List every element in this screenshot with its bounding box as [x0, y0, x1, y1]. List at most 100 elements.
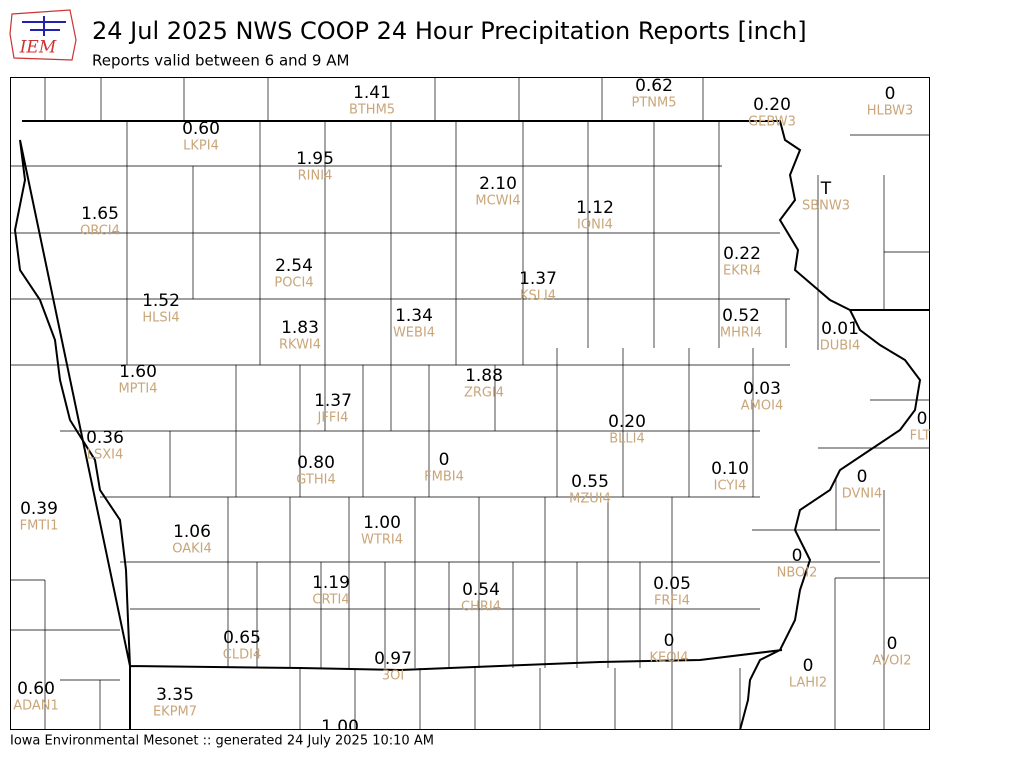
station-id: GTHI4	[296, 473, 335, 488]
station-id: BLLI4	[609, 432, 645, 447]
station-id: CLDI4	[223, 648, 261, 663]
station-id: FMTI1	[20, 519, 59, 534]
subtitle: Reports valid between 6 and 9 AM	[92, 52, 349, 70]
station-id: DUBI4	[820, 339, 861, 354]
station-id: DVNI4	[842, 487, 883, 502]
station-id: IONI4	[577, 218, 613, 233]
station-id: HLSI4	[142, 311, 179, 326]
station-id: WEBI4	[393, 326, 435, 341]
station-value: 0.22	[723, 244, 761, 264]
station-id: RINI4	[298, 169, 333, 184]
station-value: 0.10	[711, 459, 749, 479]
station-value: 3.35	[156, 685, 194, 705]
station-id: KSLI4	[520, 289, 556, 304]
station-id: MPTI4	[118, 382, 157, 397]
station-value: 0.80	[297, 453, 335, 473]
station-value: 0.20	[608, 412, 646, 432]
station-value: 2.10	[479, 174, 517, 194]
station-value: 0	[917, 409, 928, 429]
station-value: 0.03	[743, 379, 781, 399]
station-value: 0.62	[635, 76, 673, 96]
station-id: JFFI4	[317, 411, 349, 426]
station-id: LSXI4	[87, 448, 124, 463]
county-lines	[10, 77, 930, 730]
station-id: LAHI2	[789, 676, 827, 691]
station-value: 1.00	[321, 717, 359, 737]
station-value: 1.37	[314, 391, 352, 411]
state-border	[13, 120, 930, 730]
station-id: MHRI4	[720, 326, 762, 341]
station-id: CRTI4	[312, 593, 349, 608]
station-value: 1.19	[312, 573, 350, 593]
station-id: HLBW3	[867, 104, 914, 119]
station-value: 1.52	[142, 291, 180, 311]
station-id: PTNM5	[632, 96, 677, 111]
station-value: 2.54	[275, 256, 313, 276]
station-value: 0	[887, 634, 898, 654]
station-id: LKPI4	[183, 139, 219, 154]
title: 24 Jul 2025 NWS COOP 24 Hour Precipitati…	[92, 17, 807, 45]
logo: IEM	[9, 9, 77, 61]
station-id: FRFI4	[654, 594, 690, 609]
station-value: 0.60	[182, 119, 220, 139]
station-value: 0.97	[374, 649, 412, 669]
station-id: ICYI4	[714, 479, 747, 494]
station-id: MZUI4	[569, 492, 611, 507]
station-value: 0	[664, 631, 675, 651]
station-value: 0.52	[722, 306, 760, 326]
station-value: 1.41	[353, 83, 391, 103]
station-id: KEOI4	[649, 651, 688, 666]
station-id: AVOI2	[872, 654, 911, 669]
station-value: 0	[803, 656, 814, 676]
station-id: ZRGI4	[464, 386, 504, 401]
station-id: MCWI4	[475, 194, 520, 209]
station-id: EKRI4	[723, 264, 761, 279]
station-value: 1.60	[119, 362, 157, 382]
station-value: 0.54	[462, 580, 500, 600]
station-value: 0.60	[17, 679, 55, 699]
station-value: 0	[439, 450, 450, 470]
station-value: 0	[885, 84, 896, 104]
station-value: 1.65	[81, 204, 119, 224]
station-id: NBOI2	[777, 566, 818, 581]
station-value: 1.34	[395, 306, 433, 326]
station-id: FLTI	[910, 429, 935, 444]
station-id: SBNW3	[802, 199, 850, 214]
station-value: 0	[792, 546, 803, 566]
station-value: 1.83	[281, 318, 319, 338]
station-id: GEBW3	[748, 115, 796, 130]
station-value: 0	[857, 467, 868, 487]
footer: Iowa Environmental Mesonet :: generated …	[10, 734, 434, 749]
station-value: 1.12	[576, 198, 614, 218]
station-id: BTHM5	[349, 103, 395, 118]
logo-text: IEM	[19, 38, 57, 58]
station-value: 1.95	[296, 149, 334, 169]
station-id: 3OI	[382, 669, 404, 684]
station-value: 0.55	[571, 472, 609, 492]
station-id: AMOI4	[741, 399, 783, 414]
station-value: 1.00	[363, 513, 401, 533]
station-value: 0.05	[653, 574, 691, 594]
map-frame	[10, 77, 930, 730]
station-id: RKWI4	[279, 338, 321, 353]
station-id: POCI4	[274, 276, 313, 291]
station-id: FMBI4	[424, 470, 464, 485]
station-value: 1.06	[173, 522, 211, 542]
station-id: ORCI4	[80, 224, 120, 239]
station-value: 0.01	[821, 319, 859, 339]
station-id: WTRI4	[361, 533, 403, 548]
station-id: EKPM7	[153, 705, 197, 720]
station-id: CHRI4	[461, 600, 501, 615]
station-value: 0.20	[753, 95, 791, 115]
station-value: 0.65	[223, 628, 261, 648]
station-value: 1.88	[465, 366, 503, 386]
station-value: 1.37	[519, 269, 557, 289]
station-value: T	[820, 179, 832, 199]
station-value: 0.39	[20, 499, 58, 519]
station-id: OAKI4	[172, 542, 212, 557]
station-id: ADAN1	[13, 699, 59, 714]
station-value: 0.36	[86, 428, 124, 448]
